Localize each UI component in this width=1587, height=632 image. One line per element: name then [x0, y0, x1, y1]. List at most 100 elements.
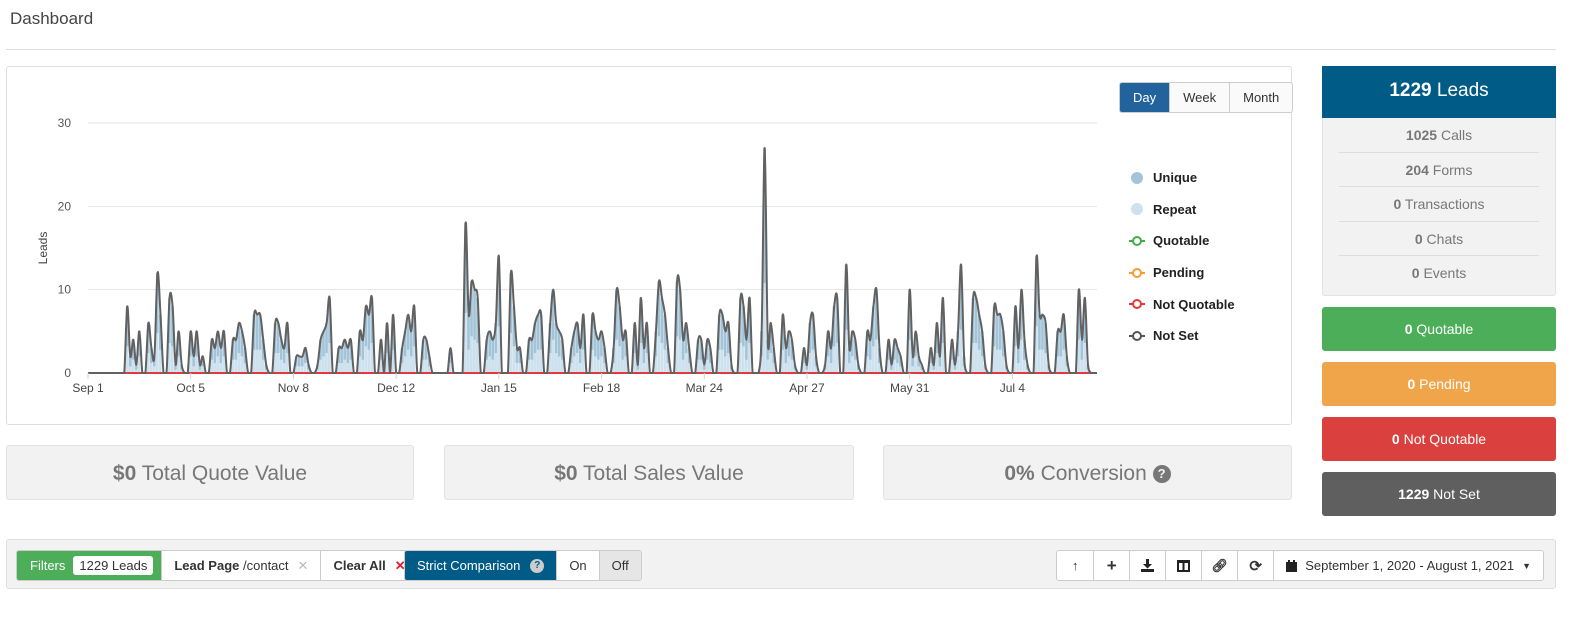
bar-unique	[941, 298, 945, 373]
remove-filter-icon[interactable]: ✕	[297, 557, 309, 573]
columns-icon[interactable]	[1165, 551, 1202, 580]
date-range-label: September 1, 2020 - August 1, 2021	[1305, 558, 1515, 573]
bar-unique	[307, 364, 311, 373]
bar-repeat	[421, 359, 425, 373]
bar-repeat	[328, 343, 332, 373]
bar-repeat	[666, 363, 670, 373]
bar-repeat	[467, 349, 471, 373]
bar-unique	[385, 323, 389, 373]
bar-repeat	[473, 339, 477, 373]
bar-repeat	[340, 363, 344, 373]
count: 0	[1391, 431, 1400, 447]
status-not-quotable[interactable]: 0 Not Quotable	[1322, 417, 1556, 461]
bar-unique	[198, 364, 202, 373]
range-day-button[interactable]: Day	[1120, 83, 1170, 112]
bar-repeat	[660, 343, 664, 373]
filters-button[interactable]: Filters 1229 Leads	[17, 551, 162, 580]
range-week-button[interactable]: Week	[1169, 83, 1230, 112]
bar-repeat	[319, 359, 323, 373]
bar-repeat	[729, 369, 733, 373]
bar-repeat	[742, 346, 746, 373]
bar-repeat	[159, 349, 163, 373]
strict-off-button[interactable]: Off	[598, 551, 641, 580]
bar-unique	[663, 314, 667, 373]
label: Forms	[1432, 161, 1473, 178]
bar-unique	[219, 348, 223, 373]
y-tick-label: 30	[58, 116, 72, 130]
plus-icon[interactable]: +	[1093, 551, 1130, 580]
bar-repeat	[131, 359, 135, 373]
bar-repeat	[581, 349, 585, 373]
strict-on-button[interactable]: On	[556, 551, 599, 580]
divider	[6, 49, 1556, 50]
download-icon[interactable]	[1129, 551, 1166, 580]
bar-unique	[938, 356, 942, 373]
filter-lead-page[interactable]: Lead Page /contact ✕	[161, 551, 321, 580]
status-pending[interactable]: 0 Pending	[1322, 362, 1556, 406]
bar-unique	[826, 331, 830, 373]
bar-unique	[285, 323, 289, 373]
bar-unique	[572, 331, 576, 373]
refresh-icon[interactable]: ⟳	[1237, 551, 1274, 580]
bar-unique	[1080, 339, 1084, 373]
arrow-up-icon[interactable]: ↑	[1057, 551, 1094, 580]
bar-unique	[527, 339, 531, 373]
bar-repeat	[294, 366, 298, 373]
range-month-button[interactable]: Month	[1229, 83, 1293, 112]
legend-label: Unique	[1153, 170, 1198, 186]
bar-repeat	[128, 366, 132, 373]
bar-unique	[959, 264, 963, 373]
count: 204	[1405, 161, 1429, 178]
bar-repeat	[548, 353, 552, 373]
bar-unique	[464, 223, 468, 373]
legend-item-pending[interactable]: Pending	[1129, 257, 1235, 289]
bar-unique	[237, 323, 241, 373]
bar-repeat	[424, 359, 428, 373]
bar-repeat	[343, 359, 347, 373]
bar-unique	[1016, 348, 1020, 373]
bar-repeat	[847, 363, 851, 373]
legend-item-unique[interactable]: Unique	[1129, 162, 1235, 194]
legend-item-not-quotable[interactable]: Not Quotable	[1129, 288, 1235, 320]
link-icon[interactable]: 🔗︎	[1201, 551, 1238, 580]
value: 0%	[1004, 462, 1035, 485]
bar-repeat	[739, 343, 743, 373]
bar-repeat	[1077, 339, 1081, 373]
bar-unique	[666, 348, 670, 373]
help-icon[interactable]: ?	[1152, 465, 1171, 483]
bar-unique	[660, 298, 664, 373]
bar-repeat	[174, 369, 178, 373]
bar-repeat	[663, 349, 667, 373]
page-title: Dashboard	[10, 9, 94, 28]
bar-unique	[950, 339, 954, 373]
clear-all-button[interactable]: Clear All ✕	[320, 551, 418, 580]
bar-repeat	[1041, 349, 1045, 373]
bar-repeat	[772, 363, 776, 373]
bar-repeat	[1001, 356, 1005, 373]
legend-item-repeat[interactable]: Repeat	[1129, 194, 1235, 226]
bar-repeat	[914, 356, 918, 373]
bar-repeat	[1013, 346, 1017, 373]
bar-repeat	[835, 343, 839, 373]
bar-repeat	[152, 366, 156, 373]
bar-unique	[155, 273, 159, 373]
bar-unique	[201, 356, 205, 373]
bar-repeat	[201, 366, 205, 373]
legend-item-quotable[interactable]: Quotable	[1129, 225, 1235, 257]
bar-repeat	[702, 369, 706, 373]
help-icon[interactable]: ?	[530, 558, 545, 573]
status-not-set[interactable]: 1229 Not Set	[1322, 472, 1556, 516]
x-tick-label: Oct 5	[176, 381, 205, 395]
legend-item-not-set[interactable]: Not Set	[1129, 320, 1235, 352]
bar-unique	[899, 356, 903, 373]
x-tick-label: Feb 18	[583, 381, 621, 395]
bar-repeat	[723, 356, 727, 373]
bar-repeat	[231, 359, 235, 373]
status-quotable[interactable]: 0 Quotable	[1322, 307, 1556, 351]
bar-repeat	[198, 369, 202, 373]
bar-repeat	[349, 359, 353, 373]
bar-repeat	[1044, 353, 1048, 373]
date-range-picker[interactable]: September 1, 2020 - August 1, 2021 ▼	[1273, 551, 1543, 580]
bar-unique	[642, 348, 646, 373]
chart-legend: Unique Repeat Quotable Pending Not Quotable N…	[1129, 162, 1235, 352]
